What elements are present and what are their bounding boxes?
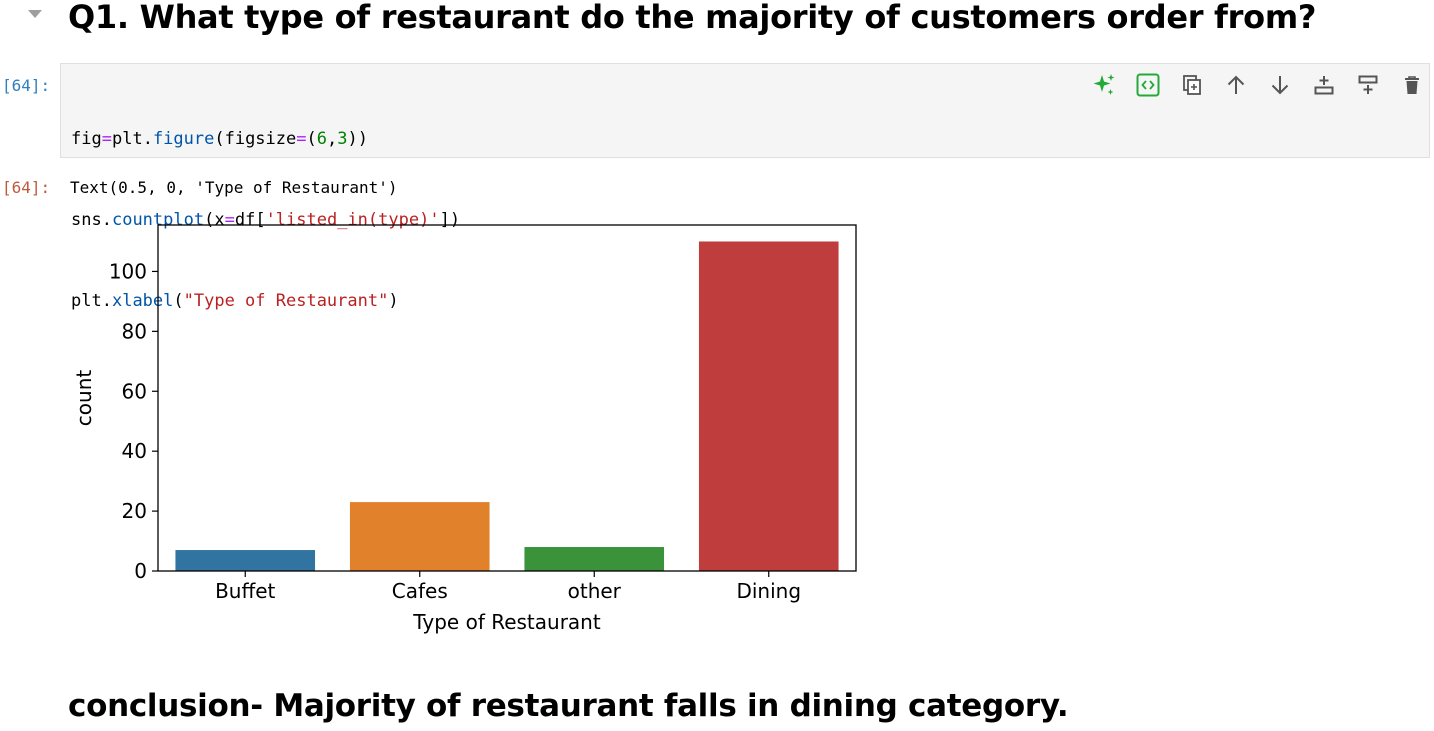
move-down-button[interactable] <box>1258 70 1302 100</box>
bar-dining <box>698 241 839 571</box>
bar-buffet <box>175 550 316 571</box>
bar-other <box>524 547 665 571</box>
insert-below-button[interactable] <box>1346 70 1390 100</box>
bar-cafes <box>349 502 490 571</box>
move-up-icon <box>1227 75 1245 94</box>
code-line-3: plt.xlabel("Type of Restaurant") <box>71 291 399 311</box>
output-text-repr: Text(0.5, 0, 'Type of Restaurant') <box>70 178 398 197</box>
bars-layer <box>175 241 839 571</box>
x-ticks-layer: Buffet Cafes other Dining <box>215 571 801 603</box>
code-render-icon <box>1136 73 1160 97</box>
cell-toolbar <box>1082 70 1434 100</box>
code-render-button[interactable] <box>1126 70 1170 100</box>
y-tick-label: 80 <box>122 319 147 343</box>
x-tick-label: Dining <box>736 579 801 603</box>
x-tick-label: Cafes <box>392 579 448 603</box>
sparkle-ai-button[interactable] <box>1082 70 1126 100</box>
code-cell-editor[interactable]: fig=plt.figure(figsize=(6,3)) sns.countp… <box>60 63 1430 311</box>
insert-above-button[interactable] <box>1302 70 1346 100</box>
chart-svg: 0 20 40 60 80 100 Buffet Cafes other Dining Type… <box>72 224 857 634</box>
move-down-icon <box>1271 76 1289 95</box>
x-tick-label: Buffet <box>215 579 275 603</box>
delete-cell-button[interactable] <box>1390 70 1434 100</box>
y-tick-label: 60 <box>122 379 147 403</box>
duplicate-cell-button[interactable] <box>1170 70 1214 100</box>
y-tick-label: 100 <box>109 259 147 283</box>
duplicate-icon <box>1183 75 1201 95</box>
move-up-button[interactable] <box>1214 70 1258 100</box>
x-tick-label: other <box>568 579 622 603</box>
conclusion-text: conclusion- Majority of restaurant falls… <box>68 688 1069 724</box>
output-prompt: [64]: <box>2 178 51 197</box>
countplot-chart: 0 20 40 60 80 100 Buffet Cafes other Dining Type… <box>60 215 880 645</box>
delete-icon <box>1405 76 1419 94</box>
markdown-heading-row: Q1. What type of restaurant do the major… <box>0 0 1434 40</box>
sparkle-ai-icon <box>1093 74 1115 95</box>
code-line-1: fig=plt.figure(figsize=(6,3)) <box>71 129 368 149</box>
input-prompt: [64]: <box>2 76 51 95</box>
insert-above-icon <box>1314 76 1334 95</box>
x-axis-label: Type of Restaurant <box>412 610 601 634</box>
y-ticks-layer: 0 20 40 60 80 100 <box>109 259 158 583</box>
y-tick-label: 20 <box>122 499 147 523</box>
question-heading: Q1. What type of restaurant do the major… <box>68 0 1317 36</box>
y-axis-label: count <box>72 370 96 427</box>
y-tick-label: 0 <box>134 559 147 583</box>
code-lines: fig=plt.figure(figsize=(6,3)) sns.countp… <box>71 72 460 369</box>
plot-frame <box>157 224 857 572</box>
y-tick-label: 40 <box>122 439 147 463</box>
insert-below-icon <box>1358 75 1378 94</box>
collapse-caret-icon[interactable] <box>28 10 42 18</box>
